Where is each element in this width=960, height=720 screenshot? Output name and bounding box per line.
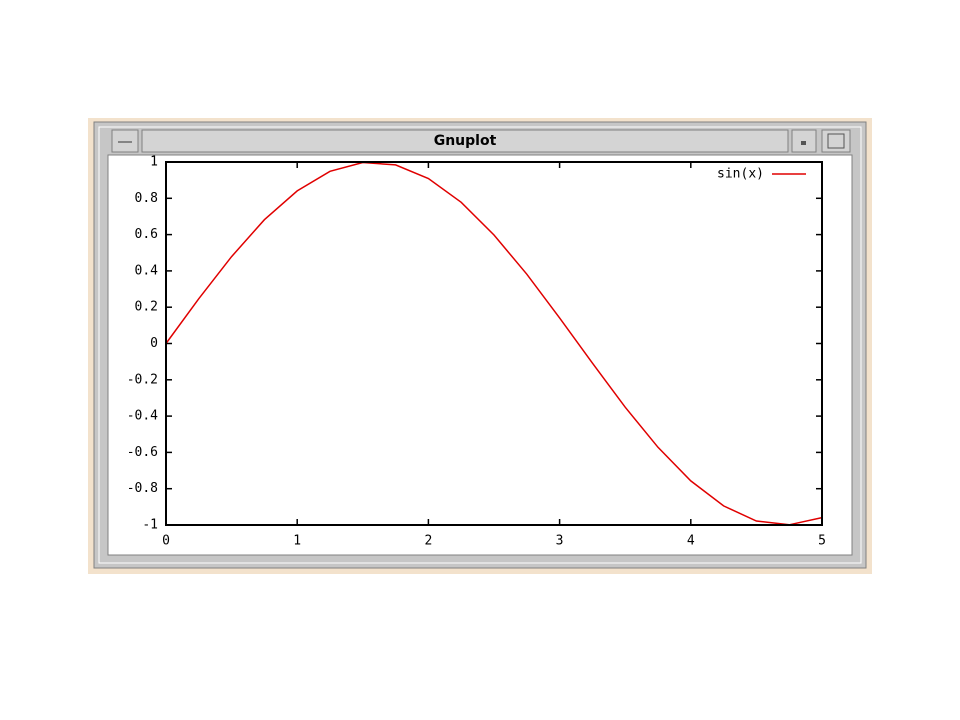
plot: -1 -0.8 -0.6 -0.4 -0.2 0 0.2 0.4 0.6 0.8 1 0 1 2 3 4 5 si… [127, 155, 826, 549]
y-tick-label: 0.2 [135, 300, 158, 315]
y-tick-label: -0.8 [127, 481, 158, 496]
window-bevel [98, 126, 862, 564]
minimize-icon [801, 141, 806, 145]
x-tick-label: 2 [424, 534, 432, 549]
y-tick-label: 0.6 [135, 227, 158, 242]
x-tick-label: 5 [818, 534, 826, 549]
y-tick-label: 0.8 [135, 191, 158, 206]
y-tick-label: -0.2 [127, 372, 158, 387]
window-title: Gnuplot [434, 133, 497, 149]
y-tick-label: -0.6 [127, 445, 158, 460]
y-tick-label: -0.4 [127, 409, 158, 424]
y-tick-label: 0.4 [135, 263, 159, 278]
y-tick-label: 0 [150, 336, 158, 351]
x-tick-label: 1 [293, 534, 301, 549]
menu-button[interactable] [111, 129, 139, 153]
x-tick-label: 0 [162, 534, 170, 549]
x-tick-label: 4 [687, 534, 695, 549]
title-bar [141, 129, 789, 153]
y-tick-label: 1 [150, 155, 158, 170]
legend-label: sin(x) [717, 167, 764, 182]
plot-border [165, 161, 823, 526]
y-tick-label: -1 [142, 518, 158, 533]
maximize-icon [827, 133, 845, 149]
plot-canvas [107, 154, 853, 556]
maximize-button[interactable] [821, 129, 851, 153]
x-tick-label: 3 [556, 534, 564, 549]
series-line [165, 161, 823, 526]
